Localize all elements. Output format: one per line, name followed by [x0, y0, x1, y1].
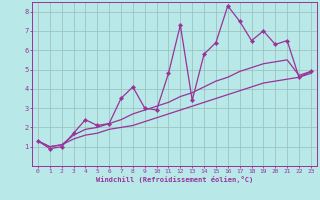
X-axis label: Windchill (Refroidissement éolien,°C): Windchill (Refroidissement éolien,°C) — [96, 176, 253, 183]
